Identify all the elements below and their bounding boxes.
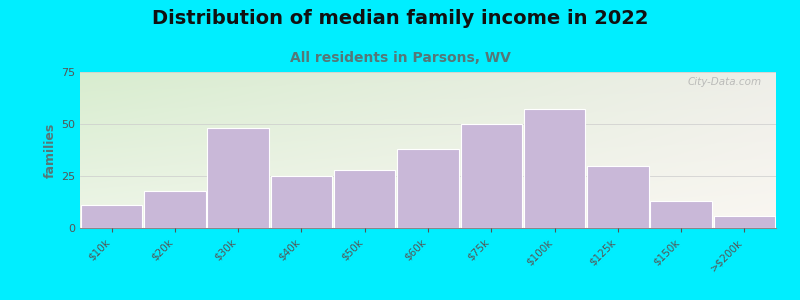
Bar (650, 201, 712, 228)
Text: City-Data.com: City-Data.com (688, 77, 762, 87)
Bar (461, 124, 522, 228)
Bar (144, 190, 206, 228)
Bar (334, 170, 395, 228)
Bar (714, 215, 775, 228)
Bar (81, 205, 142, 228)
Bar (587, 166, 649, 228)
Bar (524, 110, 586, 228)
Bar (207, 128, 269, 228)
Text: All residents in Parsons, WV: All residents in Parsons, WV (290, 51, 510, 65)
Bar (270, 176, 332, 228)
Bar (398, 149, 458, 228)
Text: Distribution of median family income in 2022: Distribution of median family income in … (152, 9, 648, 28)
Y-axis label: families: families (44, 122, 57, 178)
